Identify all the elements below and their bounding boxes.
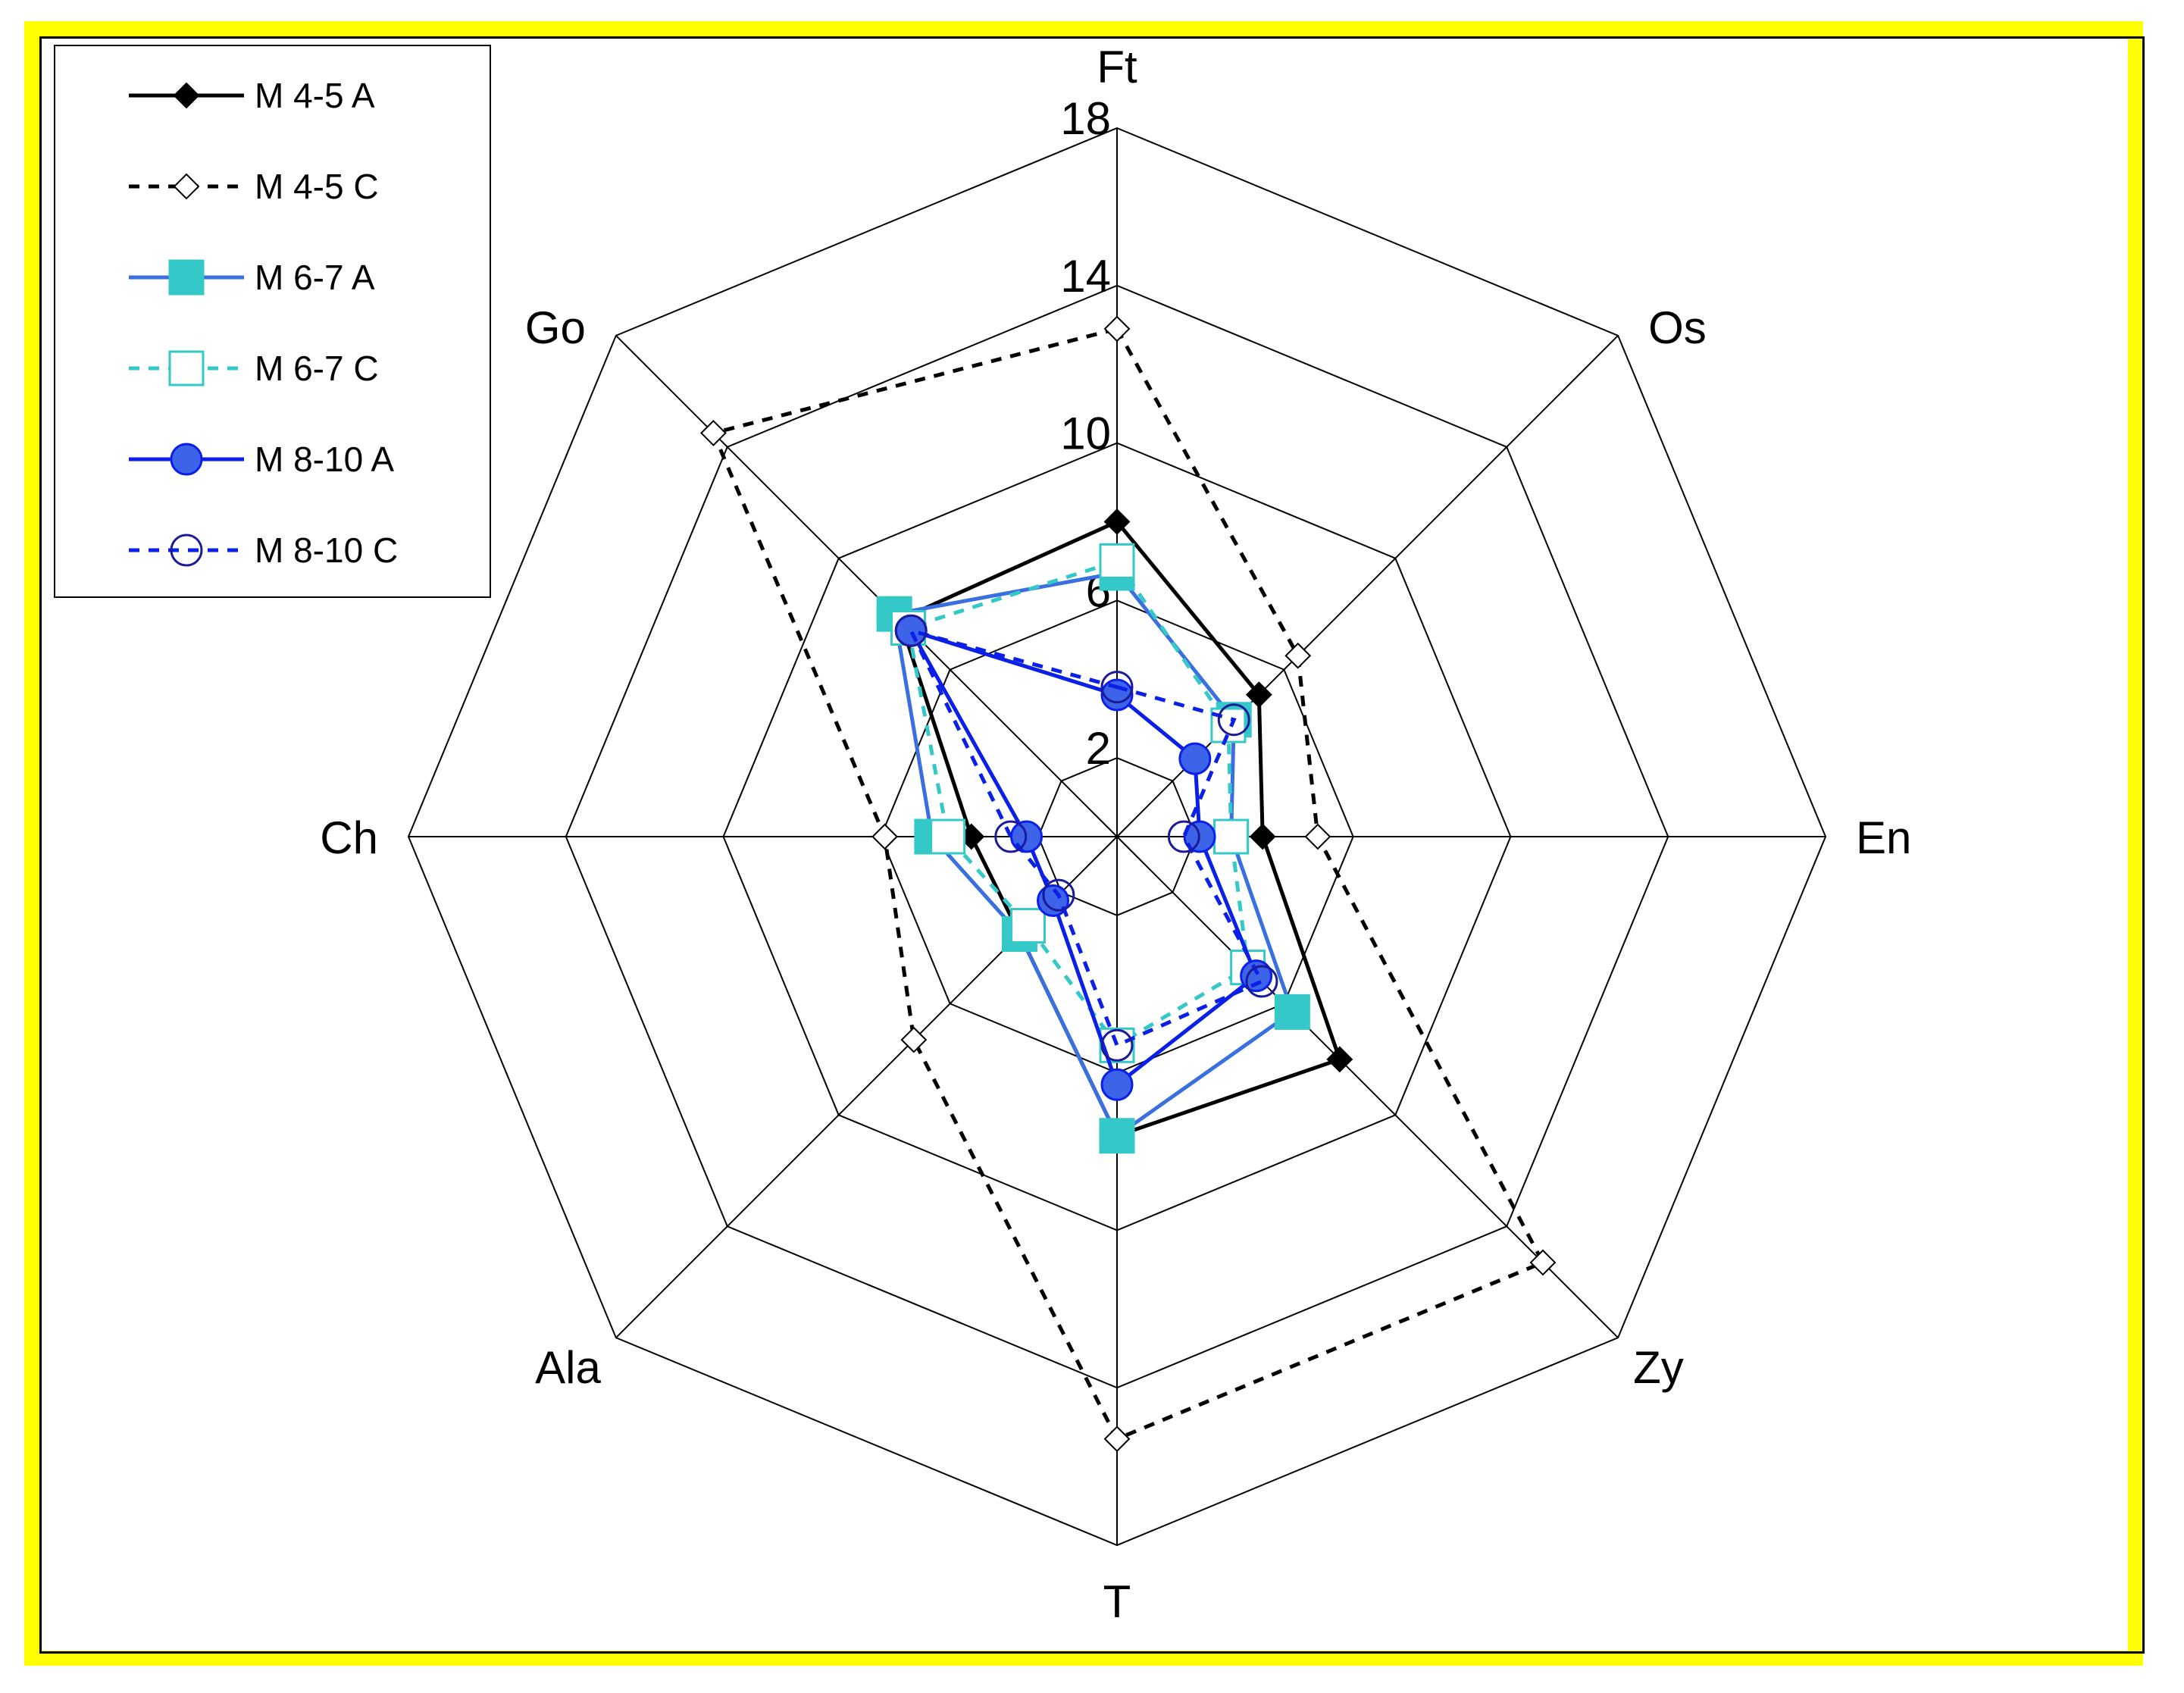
legend-label: M 4-5 A <box>255 76 375 115</box>
data-series <box>699 315 1557 1453</box>
legend-item: M 6-7 A <box>129 258 375 297</box>
point-en <box>1167 820 1200 853</box>
legend-marker <box>170 443 203 476</box>
series-m-8-10-c <box>894 614 1278 1062</box>
axis-label-ft: Ft <box>1097 42 1137 92</box>
legend-marker <box>173 82 200 109</box>
legend-label: M 6-7 A <box>255 258 375 297</box>
series-m-8-10-a <box>894 614 1273 1101</box>
point-ft <box>1100 671 1134 704</box>
point-ch <box>930 818 966 855</box>
axis-labels: Ft Os En Zy T Ala Ch Go <box>320 42 1911 1627</box>
legend-item: M 6-7 C <box>129 349 379 388</box>
point-t <box>1100 1028 1134 1062</box>
axis-label-os: Os <box>1648 302 1707 353</box>
series-m-6-7-c <box>890 543 1266 1063</box>
axis-label-ch: Ch <box>320 812 378 863</box>
point-ala <box>1037 884 1070 917</box>
point-t <box>1099 1027 1135 1063</box>
tick-label-14: 14 <box>1060 251 1111 302</box>
legend-box <box>54 45 491 598</box>
axis-label-ala: Ala <box>535 1342 601 1393</box>
point-os <box>1217 703 1250 737</box>
axis-label-t: T <box>1103 1576 1131 1627</box>
axis-spoke-go <box>615 335 1118 837</box>
point-t <box>1099 1118 1135 1154</box>
point-go <box>894 614 928 647</box>
legend-item: M 4-5 C <box>129 167 379 206</box>
point-zy <box>1245 965 1278 998</box>
legend-marker <box>170 534 203 567</box>
point-os <box>1245 681 1272 709</box>
series-line <box>906 627 1259 1088</box>
point-zy <box>1529 1249 1557 1276</box>
legend-marker <box>168 259 205 296</box>
point-en <box>1304 823 1331 850</box>
point-ft <box>1100 678 1134 712</box>
series-line <box>907 627 1265 1048</box>
tick-label-2: 2 <box>1086 723 1111 774</box>
plot-area-border <box>39 36 2145 1654</box>
point-ft <box>1099 543 1135 579</box>
point-en <box>1249 823 1276 850</box>
point-zy <box>1326 1046 1353 1073</box>
legend-item: M 8-10 C <box>129 530 398 570</box>
point-ch <box>994 820 1028 853</box>
point-ch <box>871 823 898 850</box>
axis-label-en: En <box>1856 812 1911 863</box>
series-m-4-5-c <box>699 315 1557 1453</box>
point-go <box>699 419 727 446</box>
axis-spoke-zy <box>1116 836 1619 1338</box>
axis-label-zy: Zy <box>1633 1342 1684 1393</box>
legend-item: M 4-5 A <box>129 76 375 115</box>
point-ft <box>1103 315 1131 343</box>
legend-label: M 8-10 C <box>255 530 398 570</box>
point-os <box>1284 642 1312 669</box>
point-en <box>1213 818 1250 855</box>
point-ala <box>900 1026 928 1053</box>
tick-label-10: 10 <box>1060 408 1111 459</box>
legend-label: M 4-5 C <box>255 167 379 206</box>
legend-marker <box>173 173 200 200</box>
point-ala <box>1042 878 1075 912</box>
point-os <box>1178 742 1212 775</box>
point-zy <box>1274 994 1310 1030</box>
legend-label: M 6-7 C <box>255 349 379 388</box>
tick-label-18: 18 <box>1060 93 1111 144</box>
point-ala <box>1009 908 1046 944</box>
legend-item: M 8-10 A <box>129 440 394 479</box>
point-zy <box>1240 959 1273 993</box>
point-ft <box>1103 509 1131 535</box>
point-t <box>1100 1068 1134 1101</box>
point-t <box>1103 1425 1131 1453</box>
legend: M 4-5 A M 4-5 C M 6-7 A M 6-7 C M 8-10 A M 8-… <box>54 45 491 598</box>
legend-marker <box>168 350 205 386</box>
legend-label: M 8-10 A <box>255 440 394 479</box>
axis-label-go: Go <box>525 302 586 353</box>
